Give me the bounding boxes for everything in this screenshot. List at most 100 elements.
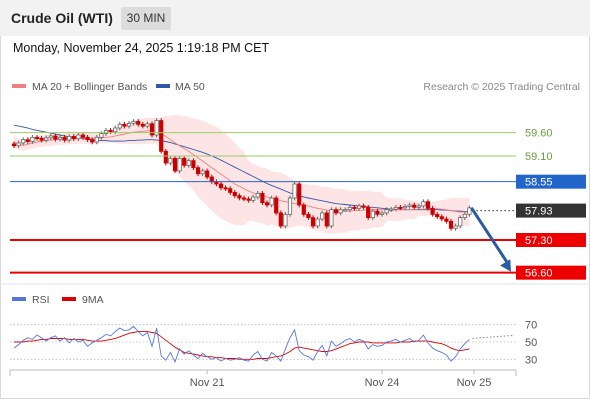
- chart-header: Crude Oil (WTI) 30 MIN: [0, 0, 590, 36]
- candle-body: [412, 204, 417, 208]
- ma20-legend-label: MA 20 + Bollinger Bands: [32, 81, 147, 93]
- candle-body: [407, 204, 412, 207]
- candle: [251, 194, 256, 203]
- candle: [310, 215, 316, 229]
- candle: [439, 214, 444, 222]
- rsi-tick-label: 70: [525, 320, 537, 332]
- candle: [145, 121, 150, 129]
- candle: [53, 133, 58, 142]
- candle: [131, 119, 136, 126]
- candle-body: [416, 205, 421, 208]
- ma9-legend-swatch: [62, 297, 76, 301]
- ma20-line: [13, 130, 470, 213]
- candle-body: [228, 188, 233, 193]
- candle-body: [347, 206, 352, 211]
- candle: [264, 200, 270, 208]
- candle: [274, 195, 279, 216]
- candle-body: [39, 137, 44, 141]
- candle-body: [448, 220, 454, 229]
- time-axis: Nov 21 Nov 24 Nov 25: [9, 369, 517, 389]
- candle: [186, 158, 191, 168]
- candle-body: [467, 207, 472, 215]
- candle: [182, 156, 187, 168]
- candle-body: [366, 206, 371, 218]
- rsi-projection: [472, 334, 515, 339]
- candle-body: [57, 136, 63, 140]
- candle-body: [154, 120, 159, 136]
- candle: [90, 137, 95, 145]
- candle-body: [80, 134, 86, 138]
- candle-body: [195, 167, 201, 175]
- candle-body: [149, 123, 155, 136]
- candle-body: [126, 122, 132, 127]
- candle: [301, 202, 306, 217]
- candle: [425, 199, 431, 211]
- candle: [223, 185, 228, 191]
- candle: [416, 203, 421, 210]
- candle-body: [297, 183, 302, 206]
- candle-body: [163, 150, 168, 164]
- price-legend: MA 20 + Bollinger Bands MA 50 Research ©…: [12, 81, 580, 93]
- candle: [379, 210, 385, 217]
- ma9-legend-label: 9MA: [82, 294, 104, 306]
- candle: [315, 216, 320, 229]
- candle-body: [356, 205, 362, 209]
- current-price-label-box: [516, 203, 586, 218]
- candle: [62, 135, 67, 143]
- candle-body: [67, 135, 72, 141]
- candle: [16, 140, 21, 149]
- candle-body: [435, 213, 440, 218]
- candle: [103, 128, 109, 136]
- candle: [76, 132, 81, 142]
- support-2-label: 56.60: [525, 268, 553, 280]
- candle-body: [145, 123, 150, 127]
- candle: [287, 195, 293, 217]
- candle: [195, 165, 201, 177]
- candle: [67, 134, 72, 143]
- candle-body: [25, 139, 30, 142]
- candle: [370, 208, 375, 220]
- candle-body: [177, 157, 182, 172]
- candle: [297, 181, 302, 208]
- candle-body: [30, 136, 35, 142]
- candle-body: [191, 160, 196, 169]
- rsi-legend-swatch: [12, 297, 26, 301]
- timeframe-button[interactable]: 30 MIN: [121, 7, 171, 30]
- candle-body: [402, 205, 408, 209]
- candle-body: [310, 217, 316, 227]
- candle: [154, 118, 159, 138]
- candle-body: [352, 206, 357, 209]
- rsi-9ma-line: [14, 331, 470, 360]
- candle-body: [324, 212, 329, 227]
- candle: [85, 135, 90, 142]
- rsi-tick-label: 50: [525, 337, 537, 349]
- candle-body: [439, 216, 444, 220]
- candle-body: [186, 160, 191, 166]
- candle-body: [103, 129, 109, 134]
- bollinger-band: [14, 114, 470, 234]
- candle-body: [398, 206, 403, 209]
- candle: [241, 195, 247, 202]
- candle-body: [48, 135, 53, 139]
- candle: [237, 193, 242, 201]
- candle-body: [94, 136, 99, 143]
- candle-body: [333, 209, 339, 214]
- candle-body: [287, 197, 293, 215]
- candle-body: [117, 123, 122, 129]
- candle: [191, 158, 196, 170]
- candle-body: [140, 123, 145, 127]
- candle-body: [168, 157, 173, 164]
- candle: [467, 205, 472, 217]
- pivot-label-box: [516, 174, 586, 189]
- candle: [384, 207, 389, 216]
- candle-body: [241, 197, 247, 200]
- candle-body: [315, 218, 320, 227]
- candle-body: [458, 217, 463, 227]
- time-tick-label: Nov 21: [190, 377, 225, 389]
- candle: [149, 121, 155, 138]
- candle-body: [292, 183, 297, 199]
- candle-body: [343, 209, 348, 212]
- candle: [34, 135, 40, 141]
- candle: [205, 168, 210, 180]
